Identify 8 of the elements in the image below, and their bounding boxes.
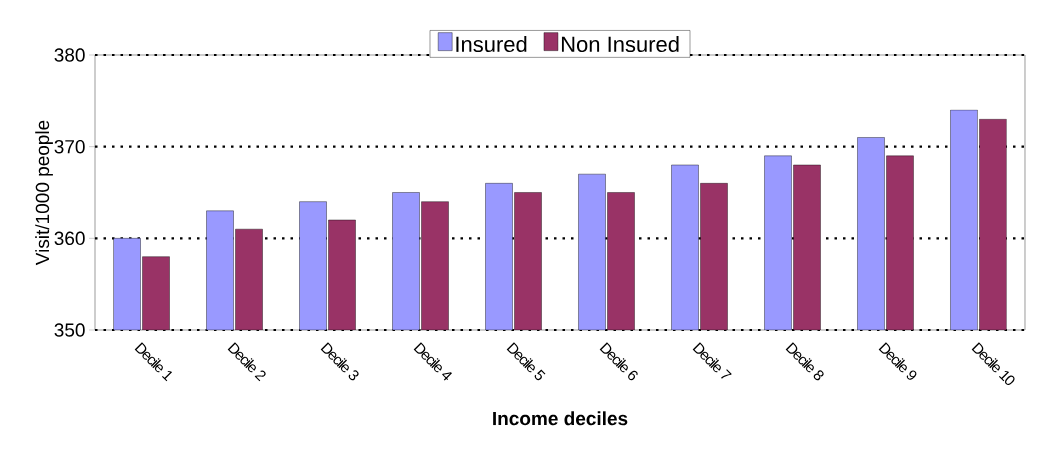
y-axis-title: Visit/1000 people [35, 120, 53, 266]
y-tick-label: 360 [54, 231, 85, 246]
y-tick-label: 370 [54, 139, 85, 154]
x-axis-title: Income deciles [493, 411, 628, 426]
y-tick-label: 380 [54, 48, 85, 62]
legend-label: Insured [456, 35, 527, 53]
y-tick-label: 350 [54, 323, 85, 337]
legend-label: Non Insured [561, 35, 679, 53]
